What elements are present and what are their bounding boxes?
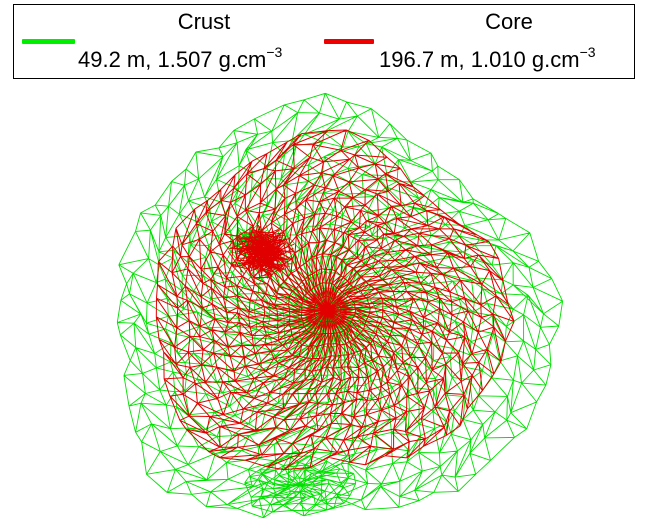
crust-legend-exponent: −3: [266, 44, 283, 60]
wireframe-canvas: [116, 92, 564, 519]
core-mesh: [155, 129, 515, 471]
crust-legend-swatch: [22, 39, 75, 44]
core-legend-value-text: 196.7 m, 1.010 g.cm: [379, 47, 580, 72]
crust-legend-value: 49.2 m, 1.507 g.cm−3: [78, 44, 282, 73]
core-legend-label: Core: [485, 9, 533, 34]
wireframe-model: [0, 80, 649, 529]
crust-legend-value-text: 49.2 m, 1.507 g.cm: [78, 47, 267, 72]
core-legend-exponent: −3: [579, 44, 596, 60]
legend-item-crust: Crust 49.2 m, 1.507 g.cm−3: [14, 5, 324, 78]
crust-legend-label: Crust: [177, 9, 231, 34]
core-legend-value: 196.7 m, 1.010 g.cm−3: [379, 44, 596, 73]
core-legend-swatch: [324, 39, 374, 44]
legend: Crust 49.2 m, 1.507 g.cm−3 Core 196.7 m,…: [13, 4, 635, 79]
mesh-edges: [155, 129, 515, 471]
legend-item-core: Core 196.7 m, 1.010 g.cm−3: [324, 5, 636, 78]
mesh-dense-cluster: [227, 224, 295, 280]
